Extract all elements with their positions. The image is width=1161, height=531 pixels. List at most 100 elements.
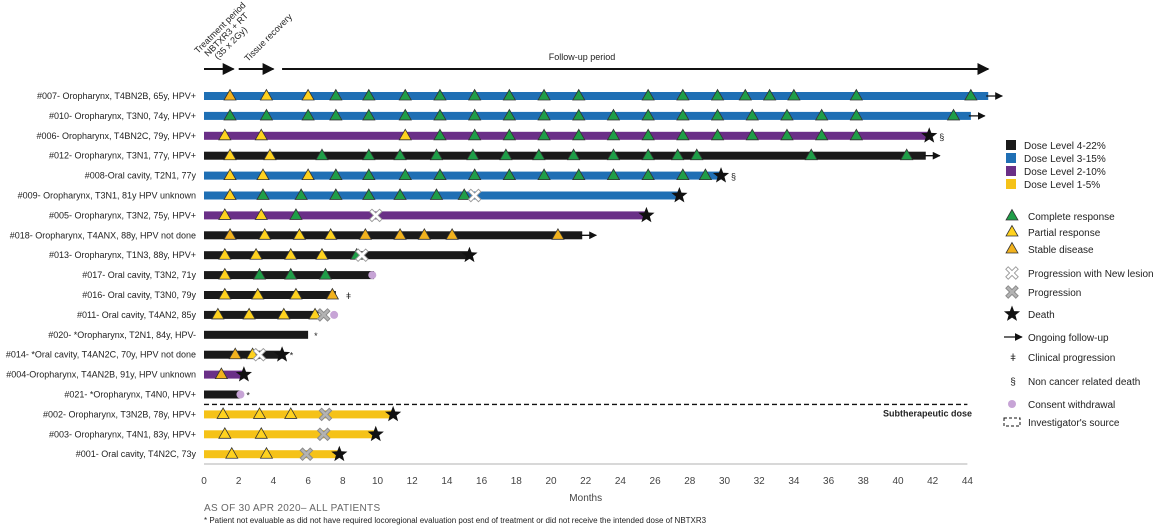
patient-label: #014- *Oral cavity, T4AN2C, 70y, HPV not… [6, 350, 196, 360]
cr-marker [502, 128, 517, 141]
cr-marker [362, 88, 376, 101]
row-annotation-mark: * [314, 331, 318, 341]
legend-item: Dose Level 3-15% [1006, 153, 1106, 165]
patient-bar [204, 450, 340, 459]
pr-marker [218, 128, 232, 141]
patient-row: #011- Oral cavity, T4AN2, 85y [77, 307, 339, 322]
legend-label: Stable disease [1028, 245, 1094, 256]
pr-marker [263, 148, 277, 161]
x-tick-label: 18 [511, 476, 523, 487]
legend-item: Partial response [1005, 224, 1101, 239]
patient-label: #002- Oropharynx, T3N2B, 78y, HPV+ [43, 409, 196, 419]
x-tick-label: 26 [650, 476, 662, 487]
cr-marker [641, 128, 655, 141]
row-annotation-mark: § [939, 132, 944, 142]
patient-row: #007- Oropharynx, T4BN2B, 65y, HPV+ [37, 88, 1003, 101]
cr-marker [362, 168, 376, 181]
legend-label: Clinical progression [1028, 353, 1115, 364]
consent-withdrawal-marker [368, 271, 377, 280]
patient-bar [204, 430, 376, 439]
x-axis: 0 2 4 6 8 10 12 14 16 18 20 22 24 26 28 30 32 34 36 38 40 42 4… [201, 463, 973, 504]
patient-bar [204, 390, 241, 399]
progression-new-lesion-marker [355, 248, 369, 263]
cr-marker [572, 128, 586, 141]
pr-marker [242, 307, 256, 320]
x-tick-label: 40 [892, 476, 904, 487]
cr-marker [606, 128, 621, 141]
x-tick-label: 22 [580, 476, 592, 487]
legend-glyph: ǂ [1010, 353, 1016, 364]
patient-row: #010- Oropharynx, T3N0, 74y, HPV+ [49, 108, 986, 121]
progression-marker [299, 447, 314, 462]
death-marker [235, 366, 252, 382]
cr-marker [762, 88, 777, 101]
cr-marker [537, 128, 551, 141]
patient-bar [204, 291, 336, 299]
patient-row: #001- Oral cavity, T4N2C, 73y [76, 445, 348, 462]
sd-marker [417, 227, 432, 240]
consent-withdrawal-marker [236, 390, 245, 399]
cr-marker [849, 128, 864, 141]
legend-item: Stable disease [1005, 241, 1094, 256]
row-annotation-mark: * [290, 351, 294, 361]
patient-row: #013- Oropharynx, T1N3, 88y, HPV+ [49, 246, 478, 263]
legend-swatch [1006, 166, 1016, 176]
patient-label: #006- Oropharynx, T4BN2C, 79y, HPV+ [37, 131, 197, 141]
cr-marker [641, 108, 655, 121]
cr-marker [745, 108, 759, 121]
patient-row: #006- Oropharynx, T4BN2C, 79y, HPV+ § [37, 127, 944, 143]
cr-marker [398, 88, 412, 101]
patient-bar [204, 151, 926, 160]
legend-label: Death [1028, 310, 1055, 321]
pr-marker [289, 287, 303, 300]
cr-marker [457, 188, 471, 200]
pr-marker [218, 287, 232, 300]
sd-marker [223, 88, 237, 101]
legend-label: Progression with New lesion [1028, 269, 1154, 280]
x-tick-label: 30 [719, 476, 731, 487]
cr-marker [572, 168, 586, 181]
sd-marker [325, 287, 340, 300]
cr-marker [284, 267, 298, 280]
cr-marker [572, 108, 586, 121]
patient-bar [204, 330, 309, 339]
patient-label: #007- Oropharynx, T4BN2B, 65y, HPV+ [37, 91, 196, 101]
patient-bar [204, 231, 583, 240]
pr-marker [284, 407, 298, 419]
patient-row: #017- Oral cavity, T3N2, 71y [82, 267, 377, 280]
legend-label: Non cancer related death [1028, 377, 1140, 388]
x-tick-label: 12 [407, 476, 419, 487]
legend-dashed-box [1003, 417, 1021, 427]
cr-marker [566, 148, 581, 161]
patient-label: #011- Oral cavity, T4AN2, 85y [77, 310, 197, 320]
progression-marker [1005, 285, 1019, 299]
patient-bar [204, 410, 394, 419]
patient-label: #008-Oral cavity, T2N1, 77y [85, 171, 197, 181]
pr-marker [223, 148, 237, 161]
pr-marker [223, 188, 237, 200]
cr-marker [398, 108, 412, 121]
patient-label: #018- Oropharynx, T4ANX, 88y, HPV not do… [10, 230, 196, 240]
pr-marker [284, 247, 298, 260]
cr-marker [1005, 208, 1019, 221]
cr-marker [429, 148, 444, 161]
patient-label: #003- Oropharynx, T4N1, 83y, HPV+ [49, 429, 196, 439]
legend-item: § Non cancer related death [1010, 377, 1140, 388]
patient-label: #005- Oropharynx, T3N2, 75y, HPV+ [49, 210, 196, 220]
pr-marker [258, 227, 272, 240]
legend-label: Dose Level 1-5% [1024, 180, 1100, 191]
cr-marker [780, 128, 794, 141]
cr-marker [676, 88, 690, 101]
pr-marker [225, 446, 239, 459]
legend-glyph: § [1010, 377, 1016, 388]
cr-marker [641, 148, 655, 161]
cr-marker [301, 108, 315, 121]
x-tick-label: 20 [545, 476, 557, 487]
cr-marker [710, 108, 725, 121]
patient-row: #018- Oropharynx, T4ANX, 88y, HPV not do… [10, 227, 598, 240]
pr-marker [218, 208, 232, 220]
cr-marker [467, 128, 482, 141]
x-tick-label: 10 [372, 476, 384, 487]
pr-marker [1005, 224, 1019, 237]
pr-marker [211, 307, 225, 320]
